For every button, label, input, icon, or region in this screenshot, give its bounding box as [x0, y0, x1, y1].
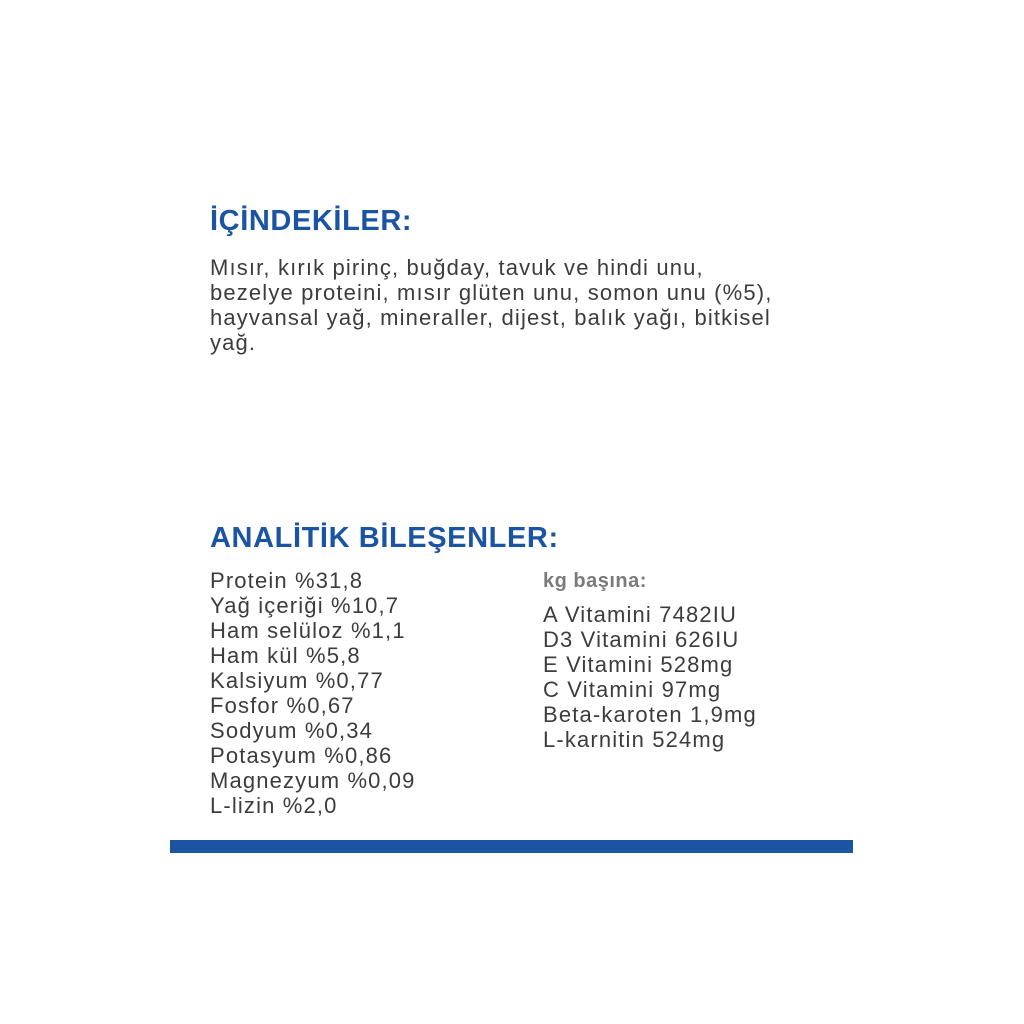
ingredients-title: İÇİNDEKİLER:: [210, 205, 413, 237]
vitamin-item: A Vitamini 7482IU: [543, 602, 738, 627]
ingredients-line: Mısır, kırık pirinç, buğday, tavuk ve hi…: [210, 255, 704, 280]
vitamin-item: C Vitamini 97mg: [543, 677, 722, 702]
ingredients-line: hayvansal yağ, mineraller, dijest, balık…: [210, 305, 771, 330]
vitamin-item: L-karnitin 524mg: [543, 727, 726, 752]
vitamin-item: E Vitamini 528mg: [543, 652, 734, 677]
analysis-item: Sodyum %0,34: [210, 718, 373, 743]
vitamin-item: Beta-karoten 1,9mg: [543, 702, 757, 727]
analysis-title: ANALİTİK BİLEŞENLER:: [210, 522, 559, 554]
analysis-item: Ham selüloz %1,1: [210, 618, 406, 643]
per-kg-label: kg başına:: [543, 570, 647, 592]
analysis-left-list: Protein %31,8 Yağ içeriği %10,7 Ham selü…: [210, 568, 416, 818]
analysis-item: Protein %31,8: [210, 568, 364, 593]
blue-divider-bar: [170, 840, 853, 853]
ingredients-line: yağ.: [210, 330, 257, 355]
analysis-right-list: A Vitamini 7482IU D3 Vitamini 626IU E Vi…: [543, 602, 757, 752]
vitamin-item: D3 Vitamini 626IU: [543, 627, 740, 652]
analysis-item: Yağ içeriği %10,7: [210, 593, 400, 618]
ingredients-text: Mısır, kırık pirinç, buğday, tavuk ve hi…: [210, 255, 772, 355]
analysis-item: Fosfor %0,67: [210, 693, 355, 718]
analysis-item: Potasyum %0,86: [210, 743, 393, 768]
ingredients-line: bezelye proteini, mısır glüten unu, somo…: [210, 280, 773, 305]
analysis-item: Kalsiyum %0,77: [210, 668, 384, 693]
analysis-item: Magnezyum %0,09: [210, 768, 416, 793]
analysis-item: Ham kül %5,8: [210, 643, 361, 668]
analysis-item: L-lizin %2,0: [210, 793, 338, 818]
